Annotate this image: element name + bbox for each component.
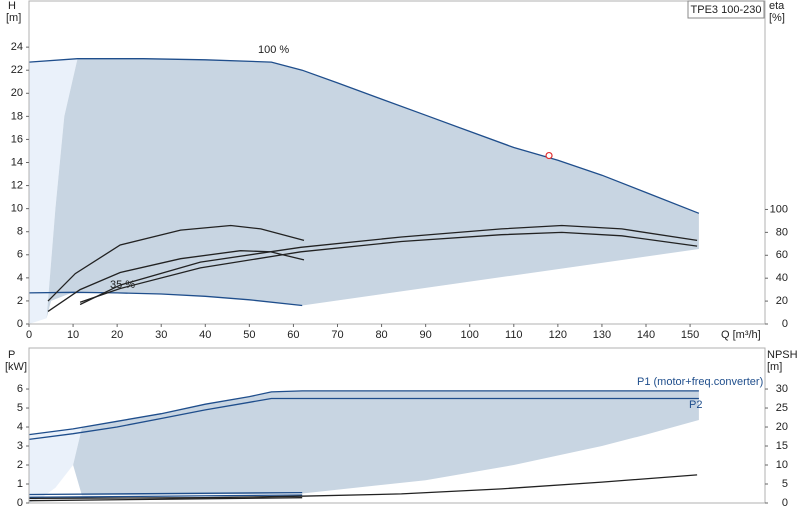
y2-tick-label: 15 <box>776 440 788 452</box>
curve <box>28 397 699 441</box>
y-unit: [kW] <box>5 361 27 373</box>
y-tick-label: 1 <box>17 478 23 490</box>
x-tick-label: 20 <box>111 329 123 341</box>
y-tick-label: 22 <box>11 64 23 76</box>
x-tick-label: 60 <box>287 329 299 341</box>
y2-unit: [m] <box>767 361 782 373</box>
y-tick-label: 2 <box>17 295 23 307</box>
y-tick-label: 16 <box>11 133 23 145</box>
y2-tick-label: 80 <box>776 226 788 238</box>
duty-point <box>545 151 553 160</box>
curve-label: 100 % <box>258 44 289 56</box>
curve <box>28 491 303 496</box>
y-tick-label: 8 <box>17 226 23 238</box>
curve <box>28 494 303 498</box>
x-tick-label: 70 <box>331 329 343 341</box>
curve-label: 35 % <box>110 279 135 291</box>
x-tick-label: 10 <box>67 329 79 341</box>
x-tick-label: 80 <box>375 329 387 341</box>
plot-frame <box>28 347 766 504</box>
y2-tick-label: 10 <box>776 459 788 471</box>
operating-range <box>29 58 78 324</box>
y-tick-label: 18 <box>11 110 23 122</box>
y2-unit: [%] <box>769 12 785 24</box>
y2-tick-label: 60 <box>776 249 788 261</box>
curve <box>28 390 699 436</box>
x-tick-label: 130 <box>593 329 611 341</box>
x-tick-label: 140 <box>637 329 655 341</box>
curve <box>28 58 700 214</box>
y-unit: [m] <box>6 12 21 24</box>
y2-label: eta <box>769 0 785 12</box>
curve <box>28 291 303 307</box>
x-tick-label: 50 <box>243 329 255 341</box>
secondary-curve <box>79 224 698 306</box>
y-tick-label: 5 <box>17 402 23 414</box>
x-tick-label: 30 <box>155 329 167 341</box>
y2-tick-label: 5 <box>782 478 788 490</box>
y2-label: NPSH <box>767 349 798 361</box>
x-label: Q [m³/h] <box>721 329 761 341</box>
y-label: H <box>8 0 16 12</box>
x-tick-label: 0 <box>26 329 32 341</box>
x-tick-label: 40 <box>199 329 211 341</box>
y2-tick-label: 20 <box>776 421 788 433</box>
product-name: TPE3 100-230 <box>691 4 762 16</box>
secondary-curve <box>28 474 698 500</box>
x-tick-label: 100 <box>461 329 479 341</box>
y2-tick-label: 30 <box>776 383 788 395</box>
plot-layer: 0 10 20 30 40 50 60 70 80 90 100 110 120 130 140 150024… <box>11 0 788 509</box>
y2-tick-label: 20 <box>776 295 788 307</box>
y2-tick-label: 25 <box>776 402 788 414</box>
operating-range <box>29 428 82 503</box>
y-label: P <box>8 349 15 361</box>
operating-range <box>73 390 699 496</box>
y-tick-label: 6 <box>17 383 23 395</box>
secondary-curve <box>28 497 303 502</box>
y-tick-label: 2 <box>17 459 23 471</box>
y-tick-label: 0 <box>17 497 23 509</box>
x-tick-label: 110 <box>505 329 523 341</box>
secondary-curve <box>79 231 698 303</box>
y-tick-label: 10 <box>11 203 23 215</box>
y-tick-label: 3 <box>17 440 23 452</box>
y-tick-label: 24 <box>11 41 23 53</box>
y-tick-label: 4 <box>17 421 23 433</box>
x-tick-label: 120 <box>549 329 567 341</box>
product-box <box>687 0 765 19</box>
series-label: P2 <box>689 399 702 411</box>
y2-tick-label: 0 <box>782 318 788 330</box>
y-tick-label: 14 <box>11 156 23 168</box>
x-tick-label: 150 <box>681 329 699 341</box>
y-tick-label: 0 <box>17 318 23 330</box>
y2-tick-label: 40 <box>776 272 788 284</box>
y-tick-label: 4 <box>17 272 23 284</box>
y-tick-label: 12 <box>11 179 23 191</box>
secondary-curve <box>47 224 305 302</box>
x-tick-label: 90 <box>420 329 432 341</box>
y2-tick-label: 0 <box>782 497 788 509</box>
operating-range <box>46 58 699 319</box>
y-tick-label: 6 <box>17 249 23 261</box>
y2-tick-label: 100 <box>770 203 788 215</box>
series-label: P1 (motor+freq.converter) <box>637 376 763 388</box>
y-tick-label: 20 <box>11 87 23 99</box>
